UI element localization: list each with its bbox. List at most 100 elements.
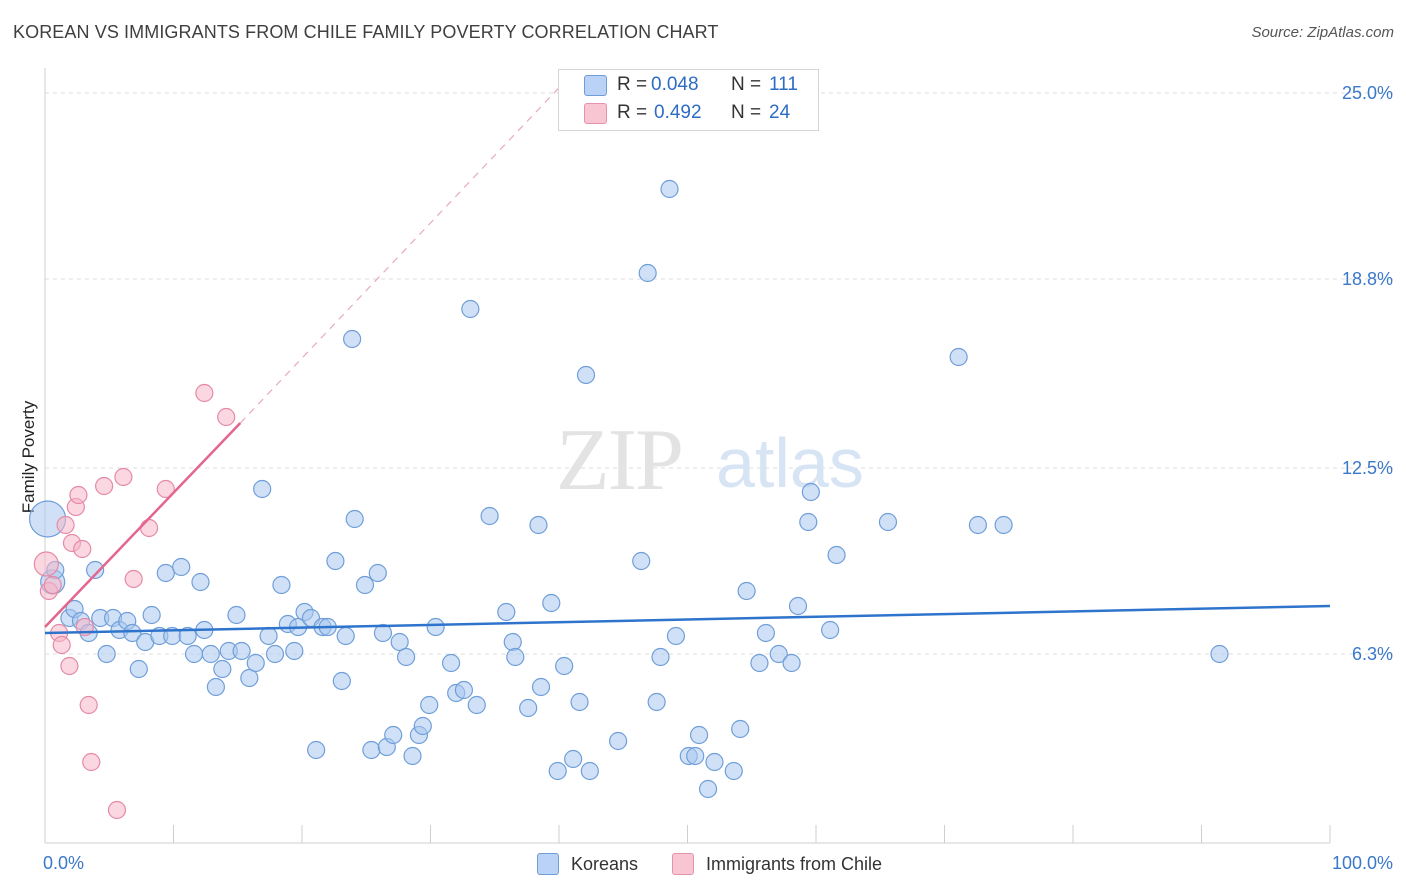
korean-point [529, 515, 548, 535]
korean-point [384, 725, 403, 745]
korean-point [878, 512, 898, 532]
chile-point [33, 551, 59, 577]
korean-point [265, 644, 285, 664]
korean-point [1210, 644, 1229, 664]
korean-point [651, 647, 670, 667]
korean-point [497, 602, 516, 622]
bottom-legend-label-chile: Immigrants from Chile [706, 853, 883, 874]
korean-point [609, 731, 628, 751]
korean-point [326, 551, 345, 571]
korean-point [638, 263, 657, 283]
korean-point [686, 746, 705, 766]
y-tick-label: 6.3% [1352, 644, 1393, 664]
korean-point [503, 632, 522, 652]
korean-point [232, 641, 251, 661]
korean-point [461, 299, 480, 319]
korean-point [191, 572, 210, 592]
korean-point [782, 653, 801, 673]
legend-r-label: R = [617, 102, 648, 123]
chile-point [73, 539, 92, 559]
korean-point [467, 695, 486, 715]
legend-swatch-koreans [584, 74, 607, 96]
korean-point [788, 596, 808, 616]
bottom-legend-chile: Immigrants from Chile [672, 852, 882, 876]
korean-point [403, 746, 422, 766]
chile-point [56, 515, 75, 535]
korean-point [821, 620, 840, 640]
korean-point [355, 575, 375, 595]
korean-point [480, 506, 499, 526]
korean-point [698, 779, 718, 799]
source-label: Source: ZipAtlas.com [1251, 24, 1394, 41]
korean-point [689, 725, 709, 745]
korean-point [555, 656, 574, 676]
grid-lines [45, 92, 1393, 655]
x-tick-label: 0.0% [43, 853, 84, 873]
korean-trend-line [44, 604, 1331, 635]
korean-point [660, 179, 679, 199]
korean-point [201, 644, 220, 664]
chile-point [69, 485, 88, 505]
korean-point [949, 347, 968, 367]
chile-point [139, 518, 159, 538]
legend-r-value: 0.492 [654, 102, 702, 123]
y-tick-label: 18.8% [1342, 269, 1393, 289]
legend-swatch-chile [584, 102, 607, 124]
korean-point [390, 632, 409, 652]
chile-point [107, 800, 127, 820]
korean-point [368, 563, 387, 583]
korean-point [307, 740, 326, 760]
korean-point [506, 647, 525, 667]
korean-point [724, 761, 743, 781]
korean-point [129, 659, 148, 679]
x-tick-label: 100.0% [1332, 853, 1393, 873]
korean-point [705, 752, 724, 772]
korean-point [253, 479, 272, 499]
korean-point [336, 626, 355, 646]
bottom-legend-label-koreans: Koreans [571, 853, 639, 874]
korean-point [801, 482, 820, 502]
korean-point [666, 626, 686, 646]
korean-point [769, 644, 788, 664]
korean-point [246, 653, 265, 673]
chile-point [195, 383, 214, 403]
y-tick-label: 12.5% [1342, 458, 1393, 478]
korean-point [426, 617, 445, 637]
korean-point [420, 695, 439, 715]
bottom-legend-swatch-chile [672, 853, 694, 875]
korean-point [441, 653, 461, 673]
korean-point [142, 605, 161, 625]
korean-point [178, 626, 197, 646]
korean-point [184, 644, 204, 664]
korean-point [259, 626, 278, 646]
korean-point [123, 623, 142, 643]
korean-point [799, 512, 818, 532]
axes [44, 68, 1331, 844]
korean-point [454, 680, 474, 700]
korean-point [731, 719, 750, 739]
korean-point [172, 557, 191, 577]
korean-point [647, 692, 666, 712]
korean-point [564, 749, 583, 769]
chile-trend-extension [239, 80, 566, 424]
legend-n-value: 24 [769, 102, 791, 123]
correlation-legend: R = 0.048 N = 111 R = 0.492 N = 24 [558, 69, 819, 131]
korean-point [373, 623, 393, 643]
korean-point [737, 581, 756, 601]
korean-point [576, 365, 596, 385]
korean-point [206, 677, 226, 697]
watermark: ZIP atlas [556, 412, 864, 509]
chile-point [114, 467, 133, 487]
chile-point [95, 476, 114, 496]
legend-n-label: N = [731, 102, 762, 123]
korean-point [968, 515, 988, 535]
bottom-legend-koreans: Koreans [537, 852, 638, 876]
trend-lines [44, 80, 1331, 635]
korean-point [413, 716, 432, 736]
chile-point [217, 407, 236, 427]
korean-point [343, 329, 362, 349]
korean-point [827, 545, 846, 565]
chart-title: KOREAN VS IMMIGRANTS FROM CHILE FAMILY P… [13, 22, 719, 42]
korean-point [750, 653, 769, 673]
